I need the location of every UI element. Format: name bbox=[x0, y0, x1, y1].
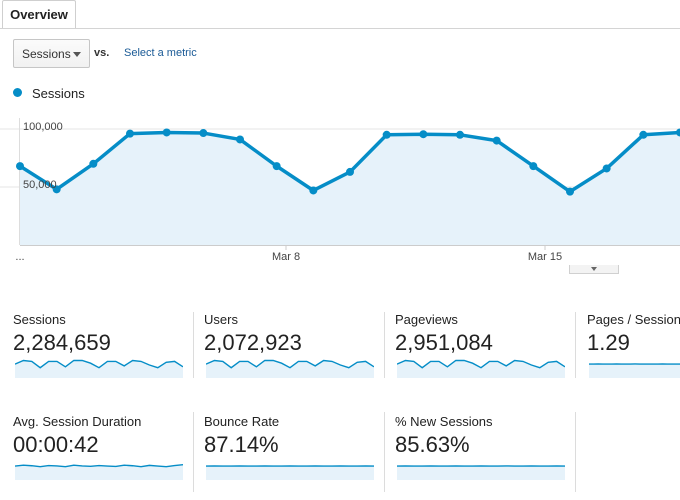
metric-value: 1.29 bbox=[587, 330, 630, 355]
sparkline bbox=[15, 463, 183, 480]
data-point bbox=[529, 162, 538, 171]
metric-value: 87.14% bbox=[204, 432, 279, 457]
metric-select[interactable]: Sessions bbox=[13, 39, 90, 68]
tab-overview[interactable]: Overview bbox=[2, 0, 76, 28]
sparkline bbox=[589, 363, 680, 378]
card-divider bbox=[575, 312, 576, 378]
metric-label: Pageviews bbox=[395, 312, 458, 327]
select-metric-link[interactable]: Select a metric bbox=[124, 47, 197, 59]
data-point bbox=[492, 136, 501, 145]
card-divider bbox=[193, 312, 194, 378]
sparkline-line bbox=[206, 359, 374, 369]
sparkline bbox=[397, 359, 565, 378]
metric-value: 2,951,084 bbox=[395, 330, 493, 355]
vs-label: vs. bbox=[94, 47, 110, 59]
data-point bbox=[89, 159, 98, 168]
tab-divider bbox=[0, 28, 680, 29]
sparkline-area bbox=[397, 360, 565, 378]
data-point bbox=[346, 167, 354, 176]
chart-collapse-handle[interactable] bbox=[569, 265, 619, 274]
sparkline bbox=[397, 465, 565, 480]
metric-label: Pages / Session bbox=[587, 312, 680, 327]
sparkline bbox=[206, 359, 374, 378]
metric-label: Users bbox=[204, 312, 238, 327]
card-divider bbox=[384, 312, 385, 378]
metric-value: 2,284,659 bbox=[13, 330, 111, 355]
metric-value: 2,072,923 bbox=[204, 330, 302, 355]
data-point bbox=[16, 162, 24, 171]
data-point bbox=[52, 185, 61, 194]
sparkline-line bbox=[15, 359, 183, 369]
chevron-down-icon bbox=[591, 267, 597, 271]
y-tick-label: 50,000 bbox=[23, 179, 57, 191]
metric-label: Bounce Rate bbox=[204, 414, 280, 429]
data-point bbox=[199, 129, 208, 138]
chevron-down-icon bbox=[73, 52, 81, 57]
card-divider bbox=[575, 412, 576, 492]
x-tick-label: ... bbox=[15, 251, 24, 263]
sparkline bbox=[206, 465, 374, 480]
sparkline-area bbox=[15, 360, 183, 378]
data-point bbox=[676, 128, 680, 137]
sparkline-area bbox=[589, 363, 680, 378]
data-point bbox=[236, 135, 244, 144]
y-tick-label: 100,000 bbox=[23, 121, 63, 133]
data-point bbox=[272, 162, 281, 171]
sparkline-area bbox=[15, 464, 183, 480]
data-point bbox=[382, 130, 391, 139]
sparkline bbox=[15, 359, 183, 378]
legend-dot-icon bbox=[13, 88, 22, 97]
sparkline-area bbox=[206, 360, 374, 378]
sessions-area bbox=[20, 132, 680, 245]
data-point bbox=[456, 130, 464, 139]
data-point bbox=[419, 130, 428, 139]
data-point bbox=[639, 130, 648, 139]
data-point bbox=[602, 164, 611, 173]
sparkline-line bbox=[15, 463, 183, 468]
x-tick-label: Mar 15 bbox=[528, 251, 562, 263]
metric-label: Sessions bbox=[13, 312, 66, 327]
metric-value: 85.63% bbox=[395, 432, 470, 457]
legend-label: Sessions bbox=[32, 86, 85, 101]
metric-label: % New Sessions bbox=[395, 414, 493, 429]
data-point bbox=[162, 128, 171, 137]
sessions-line-chart: 100,000 50,000... Mar 8 Mar 15 bbox=[0, 118, 680, 263]
metric-label: Avg. Session Duration bbox=[13, 414, 142, 429]
card-divider bbox=[384, 412, 385, 492]
data-point bbox=[126, 129, 134, 138]
sparkline-line bbox=[397, 359, 565, 369]
sparkline-area bbox=[206, 465, 374, 480]
metric-value: 00:00:42 bbox=[13, 432, 99, 457]
card-divider bbox=[193, 412, 194, 492]
sparkline-area bbox=[397, 465, 565, 480]
x-tick-label: Mar 8 bbox=[272, 251, 300, 263]
data-point bbox=[566, 187, 574, 196]
data-point bbox=[309, 186, 318, 195]
metric-select-value: Sessions bbox=[22, 46, 71, 61]
